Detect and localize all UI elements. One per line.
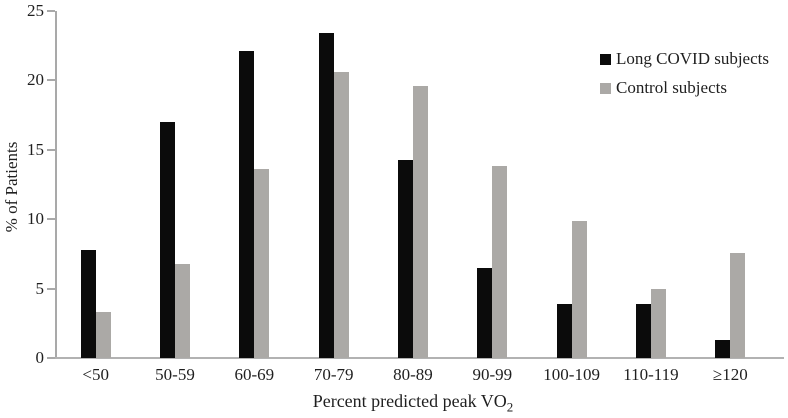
x-axis-title-subscript: 2 — [506, 399, 514, 415]
y-tick-label: 5 — [35, 278, 45, 298]
bar-control-subjects — [95, 312, 111, 358]
x-category-label: <50 — [82, 365, 109, 384]
bar-long-covid-subjects — [80, 249, 96, 358]
y-axis-line — [55, 11, 57, 358]
legend-label: Long COVID subjects — [616, 49, 769, 68]
x-category-label: 60-69 — [234, 365, 275, 384]
y-tick-mark — [47, 79, 55, 82]
bar-group-50-59 — [135, 11, 214, 358]
y-tick-mark — [47, 148, 55, 151]
legend-swatch-control-subjects — [600, 82, 611, 94]
x-category-label: ≥120 — [712, 365, 748, 384]
y-tick-mark — [47, 10, 55, 12]
y-tick-label: 25 — [27, 1, 44, 20]
bar-long-covid-subjects — [397, 159, 413, 358]
bar-long-covid-subjects — [318, 33, 334, 358]
bar-group-50 — [56, 11, 135, 358]
y-tick-label: 10 — [27, 209, 44, 229]
bar-group-90-99 — [453, 11, 532, 358]
bar-control-subjects — [571, 220, 587, 358]
legend-swatch-long-covid-subjects — [600, 53, 611, 65]
y-tick-mark — [47, 218, 55, 221]
bar-long-covid-subjects — [159, 122, 175, 358]
y-tick-mark — [47, 287, 55, 290]
x-axis-title: Percent predicted peak VO2 — [56, 391, 770, 415]
x-category-label: 90-99 — [472, 365, 513, 384]
bar-control-subjects — [333, 72, 349, 358]
bar-control-subjects — [174, 263, 190, 358]
x-category-label: 70-79 — [313, 365, 354, 384]
bar-group-70-79 — [294, 11, 373, 358]
bar-group-60-69 — [215, 11, 294, 358]
legend: Long COVID subjects Control subjects — [600, 49, 769, 107]
y-tick-mark — [47, 357, 55, 359]
x-category-label: 80-89 — [393, 365, 433, 384]
y-tick-label: 0 — [35, 348, 45, 367]
bar-control-subjects — [412, 85, 428, 358]
x-axis-title-text: Percent predicted peak VO — [312, 391, 507, 411]
bar-group-100-109 — [532, 11, 611, 358]
y-tick-label: 15 — [27, 139, 44, 159]
legend-item-long-covid-subjects: Long COVID subjects — [600, 49, 769, 69]
bar-group-110-119 — [611, 11, 690, 358]
y-tick-label: 20 — [27, 70, 44, 90]
bar-group-80-89 — [373, 11, 452, 358]
x-category-label: 50-59 — [155, 365, 195, 384]
bar-long-covid-subjects — [477, 267, 493, 358]
bar-long-covid-subjects — [715, 339, 731, 358]
plot-area — [56, 11, 770, 358]
bar-long-covid-subjects — [635, 303, 651, 358]
x-category-label: 110-119 — [623, 365, 679, 384]
bar-long-covid-subjects — [239, 51, 255, 358]
bar-control-subjects — [254, 169, 270, 358]
bar-control-subjects — [730, 252, 746, 358]
bar-control-subjects — [650, 288, 666, 358]
bar-control-subjects — [492, 166, 508, 358]
x-category-label: 100-109 — [543, 365, 600, 384]
x-axis-category-labels: <50 50-59 60-69 70-79 80-89 90-99 100-109 110-1… — [56, 365, 770, 384]
x-axis-line — [55, 357, 784, 359]
legend-label: Control subjects — [616, 78, 727, 97]
bar-group-120 — [691, 11, 770, 358]
legend-item-control-subjects: Control subjects — [600, 78, 769, 98]
bar-long-covid-subjects — [556, 303, 572, 358]
